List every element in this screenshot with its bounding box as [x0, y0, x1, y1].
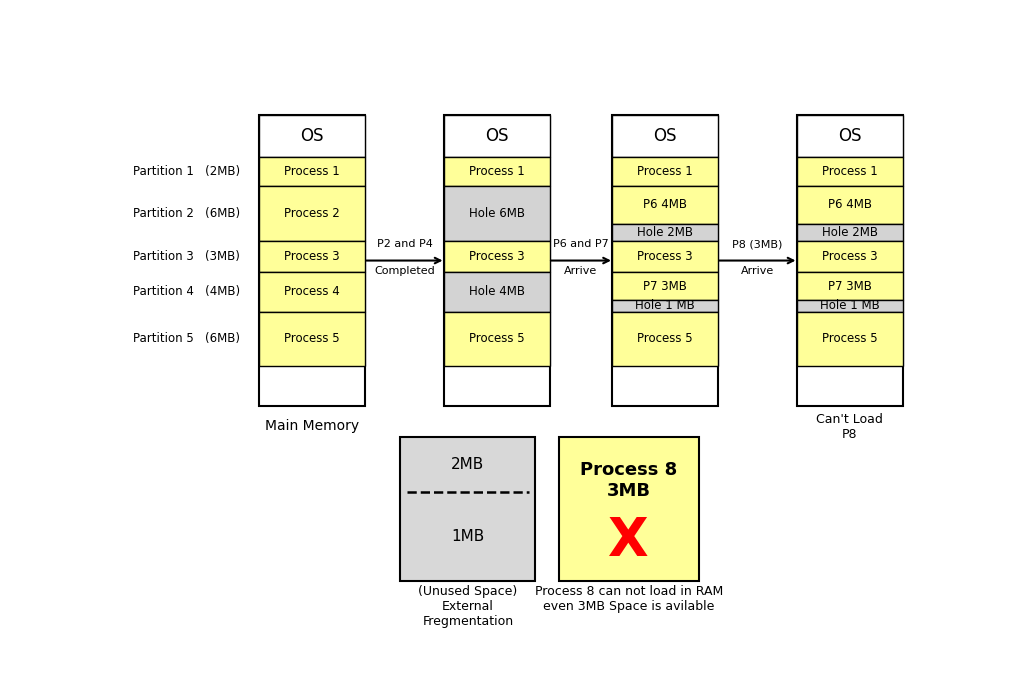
Bar — [444, 312, 550, 367]
Bar — [444, 241, 550, 272]
Bar — [797, 115, 903, 158]
Text: P6 4MB: P6 4MB — [643, 198, 687, 211]
Text: Hole 4MB: Hole 4MB — [469, 285, 525, 298]
Bar — [613, 241, 718, 272]
Bar — [613, 186, 718, 223]
Bar — [797, 186, 903, 223]
Text: Partition 3   (3MB): Partition 3 (3MB) — [134, 250, 240, 263]
Text: Hole 6MB: Hole 6MB — [469, 207, 525, 220]
Text: Completed: Completed — [374, 265, 435, 276]
Text: Process 1: Process 1 — [822, 165, 878, 178]
Text: Process 5: Process 5 — [638, 333, 693, 346]
Text: Process 1: Process 1 — [469, 165, 525, 178]
Text: Partition 2   (6MB): Partition 2 (6MB) — [134, 207, 240, 220]
Text: Partition 1   (2MB): Partition 1 (2MB) — [134, 165, 240, 178]
Text: Hole 2MB: Hole 2MB — [822, 226, 878, 239]
Bar — [797, 223, 903, 241]
Text: Process 1: Process 1 — [638, 165, 693, 178]
Bar — [797, 158, 903, 186]
Text: Process 5: Process 5 — [469, 333, 525, 346]
Text: Process 3: Process 3 — [285, 250, 341, 263]
Bar — [797, 115, 903, 405]
Text: Partition 4   (4MB): Partition 4 (4MB) — [134, 285, 240, 298]
Text: Process 3: Process 3 — [469, 250, 525, 263]
Bar — [260, 241, 365, 272]
Text: Arrive: Arrive — [564, 265, 597, 276]
Bar — [797, 241, 903, 272]
Bar — [613, 223, 718, 241]
Text: Hole 1 MB: Hole 1 MB — [820, 299, 880, 312]
Text: Main Memory: Main Memory — [265, 419, 359, 433]
Text: Process 8 can not load in RAM
even 3MB Space is avilable: Process 8 can not load in RAM even 3MB S… — [534, 585, 722, 613]
Bar — [444, 115, 550, 158]
Text: (Unused Space)
External
Fregmentation: (Unused Space) External Fregmentation — [418, 585, 518, 628]
Text: Process 3: Process 3 — [638, 250, 693, 263]
Bar — [260, 186, 365, 241]
Text: Process 1: Process 1 — [285, 165, 341, 178]
Bar — [260, 312, 365, 367]
Bar — [613, 158, 718, 186]
Bar — [401, 437, 535, 581]
Text: OS: OS — [485, 128, 508, 145]
Text: Process 2: Process 2 — [285, 207, 341, 220]
Bar — [797, 272, 903, 300]
Text: OS: OS — [838, 128, 861, 145]
Text: Process 5: Process 5 — [285, 333, 341, 346]
Text: Process 8
3MB: Process 8 3MB — [580, 461, 677, 500]
Text: OS: OS — [300, 128, 324, 145]
Text: Hole 1 MB: Hole 1 MB — [635, 299, 696, 312]
Bar — [260, 115, 365, 158]
Text: P6 and P7: P6 and P7 — [553, 239, 609, 249]
Text: Partition 5   (6MB): Partition 5 (6MB) — [134, 333, 240, 346]
Text: P6 4MB: P6 4MB — [828, 198, 871, 211]
Text: X: X — [609, 515, 649, 566]
Bar — [613, 115, 718, 405]
Text: Hole 2MB: Hole 2MB — [638, 226, 693, 239]
Bar — [797, 312, 903, 367]
Text: Can't Load
P8: Can't Load P8 — [817, 414, 883, 441]
Text: Process 3: Process 3 — [822, 250, 878, 263]
Bar — [613, 115, 718, 158]
Text: Arrive: Arrive — [741, 265, 774, 276]
Bar — [444, 115, 550, 405]
Text: P7 3MB: P7 3MB — [828, 280, 871, 293]
Bar — [260, 158, 365, 186]
Text: P7 3MB: P7 3MB — [644, 280, 687, 293]
Bar — [444, 158, 550, 186]
Text: 1MB: 1MB — [451, 529, 484, 544]
Text: P2 and P4: P2 and P4 — [377, 239, 433, 249]
Bar — [613, 300, 718, 312]
Bar — [613, 272, 718, 300]
Bar — [559, 437, 699, 581]
Bar — [260, 115, 365, 405]
Bar — [444, 186, 550, 241]
Text: Process 5: Process 5 — [822, 333, 878, 346]
Text: Process 4: Process 4 — [285, 285, 341, 298]
Bar — [260, 272, 365, 312]
Text: OS: OS — [653, 128, 677, 145]
Text: P8 (3MB): P8 (3MB) — [732, 239, 782, 249]
Bar — [444, 272, 550, 312]
Bar — [797, 300, 903, 312]
Text: 2MB: 2MB — [451, 457, 484, 472]
Bar — [613, 312, 718, 367]
